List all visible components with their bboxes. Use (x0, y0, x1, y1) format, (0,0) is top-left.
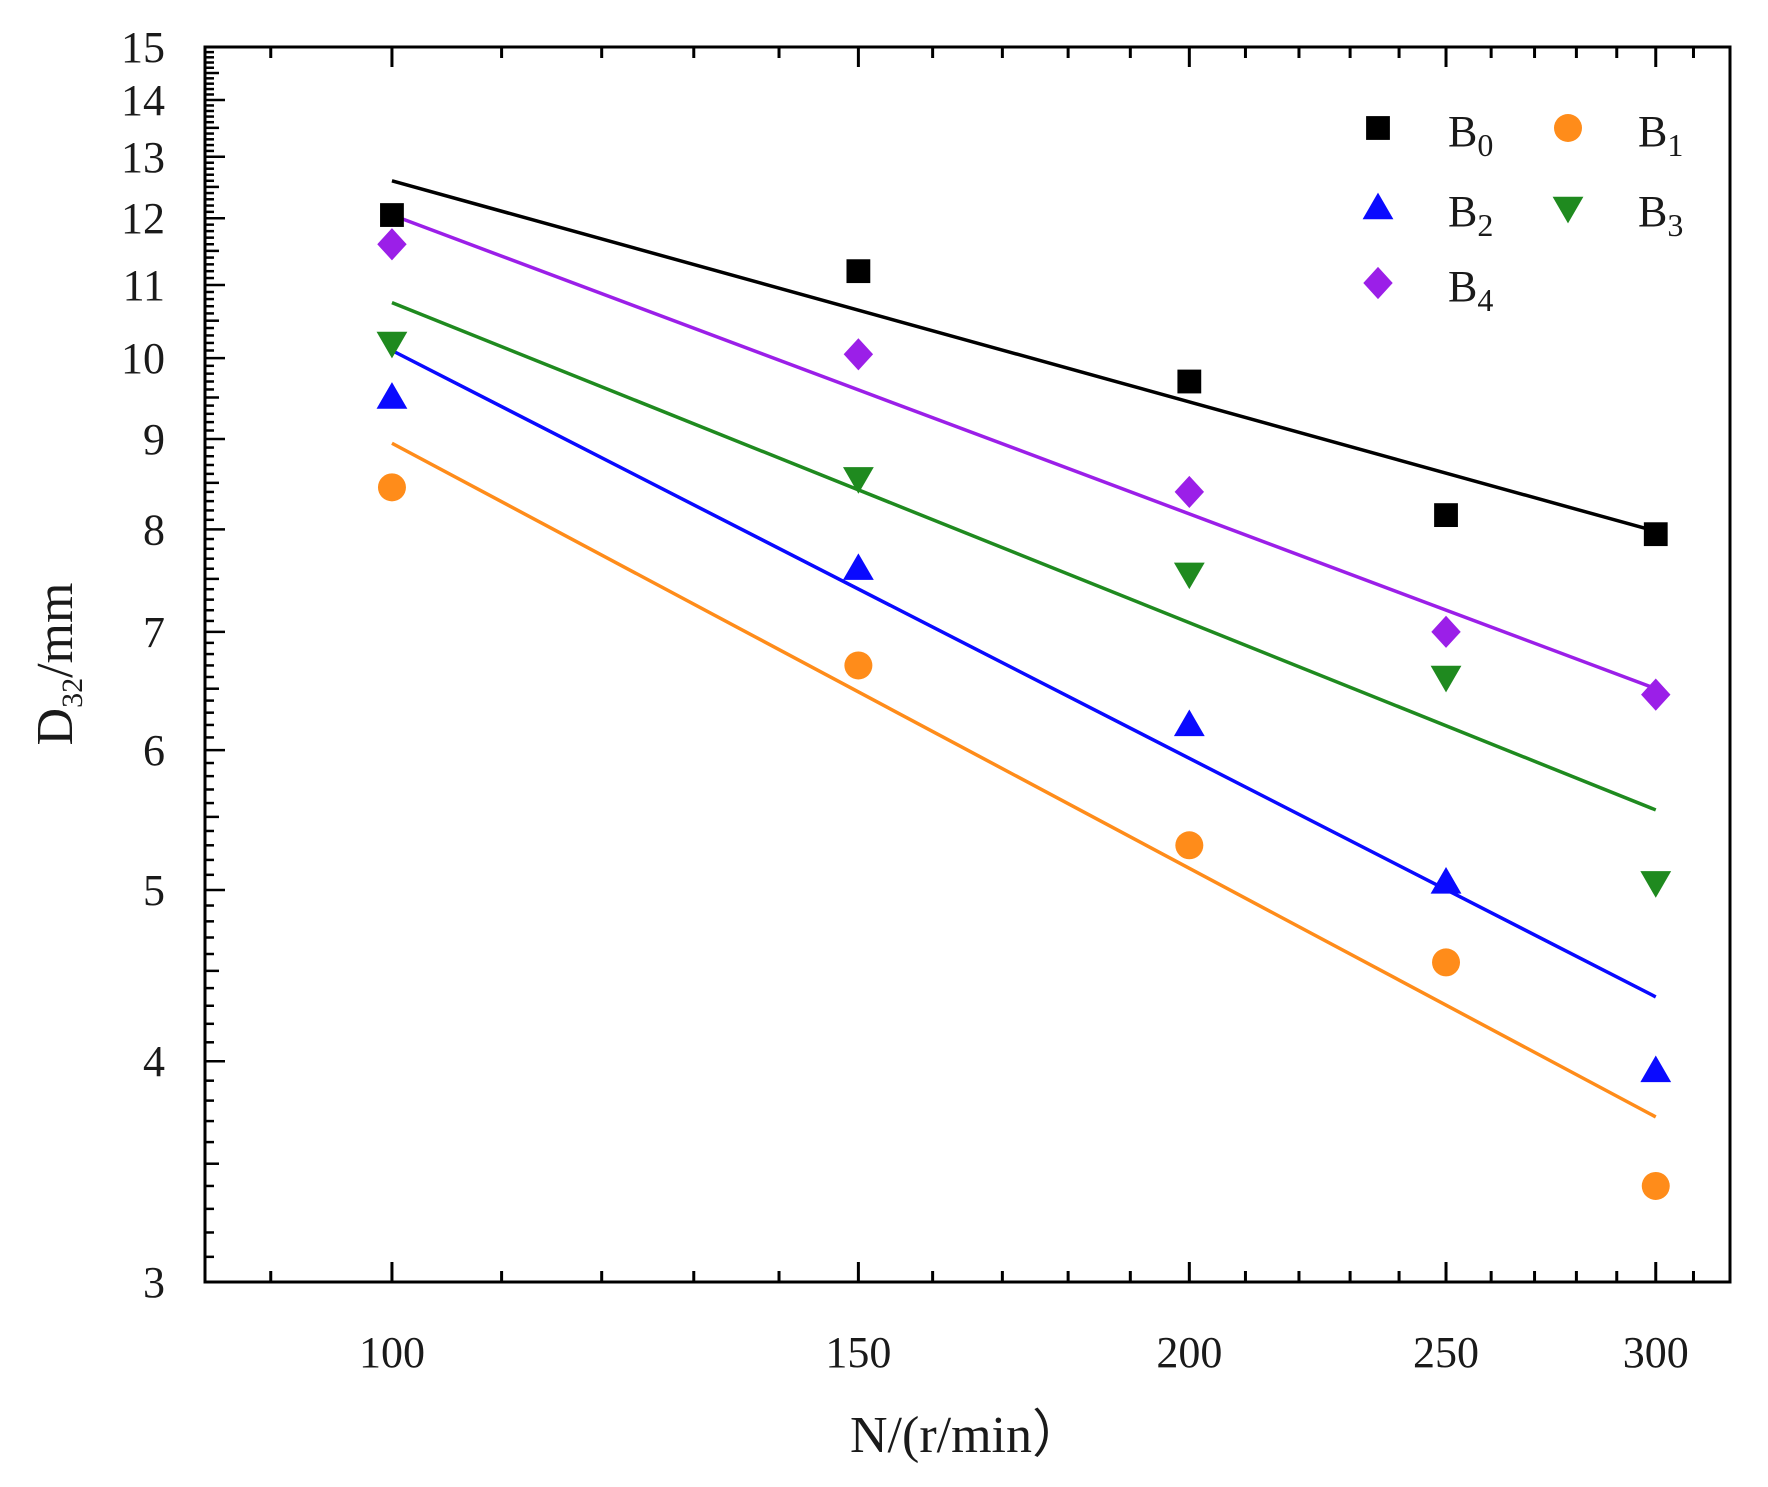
fit-line-b0 (391, 179, 1657, 533)
y-tick-label: 15 (121, 23, 165, 72)
y-tick-label: 12 (121, 194, 165, 243)
point-b1 (844, 651, 873, 680)
legend-label-b1: B1 (1638, 107, 1683, 163)
y-axis-title: D32/mm (27, 583, 89, 746)
legend-marker-b3 (1552, 196, 1584, 224)
y-tick-label: 14 (121, 76, 165, 125)
point-b4 (377, 228, 407, 261)
fit-line-b1 (391, 441, 1657, 1119)
fit-line-b2 (391, 348, 1657, 999)
point-b2 (1430, 866, 1462, 894)
y-tick-label: 7 (143, 608, 165, 657)
legend-label-subscript: 3 (1667, 207, 1683, 243)
point-b1 (1641, 1171, 1670, 1200)
point-b0 (1643, 522, 1668, 547)
point-b4 (1174, 475, 1205, 509)
point-b3 (1430, 665, 1462, 693)
y-axis-title-main: D (27, 708, 84, 746)
legend-marker-b2 (1362, 192, 1394, 220)
point-b1 (1175, 831, 1204, 860)
x-tick-label: 100 (359, 1328, 425, 1377)
point-b3 (1173, 562, 1205, 590)
x-axis-ticks: 100 150 200 250 300 (269, 47, 1732, 1377)
point-b0 (1434, 503, 1458, 528)
y-tick-label: 3 (143, 1258, 165, 1307)
point-b0 (380, 203, 404, 227)
point-b3 (842, 467, 874, 494)
legend-label-b4: B4 (1448, 262, 1493, 318)
point-b2 (1640, 1055, 1672, 1083)
legend-label-main: B (1448, 262, 1477, 311)
legend-marker-b4 (1363, 266, 1393, 300)
fit-line-b3 (391, 301, 1657, 812)
y-tick-label: 9 (143, 415, 165, 464)
y-axis-title-subscript: 32 (56, 678, 89, 708)
legend-label-main: B (1638, 107, 1667, 156)
point-b3 (376, 331, 408, 359)
y-tick-label: 10 (121, 334, 165, 383)
y-tick-label: 4 (143, 1037, 165, 1086)
y-tick-label: 6 (143, 726, 165, 775)
legend-label-main: B (1448, 107, 1477, 156)
point-b0 (1177, 369, 1202, 394)
x-tick-label: 200 (1156, 1328, 1222, 1377)
legend-label-main: B (1448, 187, 1477, 236)
point-b2 (1173, 709, 1205, 737)
data-points (376, 203, 1672, 1200)
legend-label-b0: B0 (1448, 107, 1493, 163)
y-axis-title-suffix: /mm (27, 583, 84, 678)
legend-label-subscript: 1 (1667, 127, 1683, 163)
point-b4 (1641, 678, 1671, 711)
y-tick-label: 11 (123, 261, 165, 310)
x-tick-label: 300 (1623, 1328, 1689, 1377)
point-b4 (843, 338, 874, 371)
x-tick-label: 150 (825, 1328, 891, 1377)
x-tick-label: 250 (1413, 1328, 1479, 1377)
y-tick-label: 13 (121, 133, 165, 182)
y-tick-label: 8 (143, 505, 165, 554)
point-b2 (376, 382, 408, 409)
legend-label-b2: B2 (1448, 187, 1493, 243)
fit-lines (391, 179, 1657, 1119)
legend-label-subscript: 0 (1477, 127, 1493, 163)
legend-marker-b1 (1554, 114, 1582, 142)
point-b4 (1431, 615, 1461, 648)
point-b2 (842, 553, 874, 580)
x-axis-title: N/(r/min） (850, 1407, 1084, 1464)
fit-line-b4 (391, 213, 1657, 691)
y-tick-label: 5 (143, 866, 165, 915)
legend-label-subscript: 2 (1477, 207, 1493, 243)
point-b3 (1640, 871, 1672, 898)
point-b1 (377, 473, 406, 502)
legend-label-main: B (1638, 187, 1667, 236)
legend-marker-b0 (1366, 116, 1390, 140)
point-b0 (846, 259, 871, 284)
point-b1 (1432, 948, 1461, 977)
legend-label-subscript: 4 (1477, 282, 1493, 318)
legend-label-b3: B3 (1638, 187, 1683, 243)
